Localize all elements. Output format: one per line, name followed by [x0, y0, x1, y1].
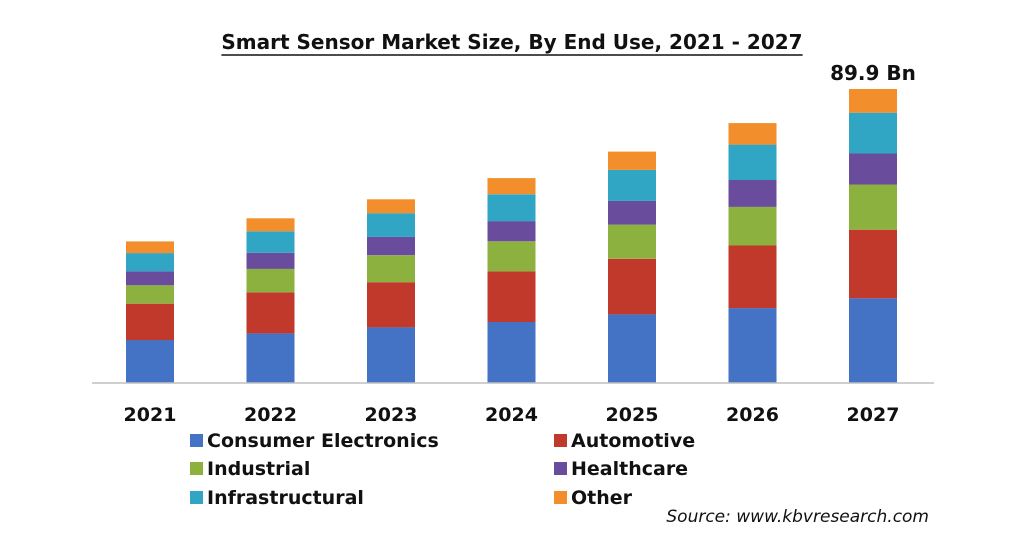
bar-2025-infrastructural [608, 169, 656, 201]
bar-2024-consumer-electronics [487, 322, 536, 383]
legend-label: Automotive [571, 430, 695, 452]
bars-group [126, 89, 897, 383]
bar-2024-healthcare [487, 221, 536, 242]
bar-2027-infrastructural [849, 112, 897, 154]
chart-title: Smart Sensor Market Size, By End Use, 20… [221, 30, 802, 54]
bar-2022-healthcare [246, 252, 295, 269]
legend-label: Infrastructural [207, 487, 364, 509]
bar-2025-consumer-electronics [608, 314, 656, 383]
bar-2023-healthcare [367, 236, 415, 256]
bar-2021-infrastructural [126, 253, 174, 272]
bar-2025-automotive [608, 258, 656, 315]
bar-2022-consumer-electronics [246, 333, 295, 383]
bar-2025-industrial [608, 224, 656, 259]
bar-2021-consumer-electronics [126, 340, 174, 383]
bar-2022-industrial [246, 268, 295, 293]
bar-2027-other [849, 89, 897, 113]
legend-label: Healthcare [571, 458, 688, 480]
bar-2026-other [728, 123, 777, 145]
bar-2023-other [367, 199, 415, 214]
bar-2022-automotive [246, 292, 295, 334]
x-tick-label: 2023 [365, 404, 418, 426]
bar-2025-healthcare [608, 200, 656, 225]
bar-2024-automotive [487, 271, 536, 322]
bar-2021-automotive [126, 303, 174, 341]
x-tick-labels: 2021 2022 2023 2024 2025 2026 2027 [124, 404, 900, 426]
legend-swatch [190, 434, 203, 447]
bar-2027-automotive [849, 229, 897, 299]
bar-2023-industrial [367, 255, 415, 283]
x-tick-label: 2026 [726, 404, 779, 426]
legend-swatch [190, 491, 203, 504]
x-tick-label: 2024 [485, 404, 538, 426]
bar-2023-infrastructural [367, 213, 415, 237]
bar-2022-infrastructural [246, 231, 295, 253]
bar-2026-industrial [728, 206, 777, 246]
data-label-total: 89.9 Bn [830, 61, 916, 85]
bar-2027-healthcare [849, 153, 897, 185]
bar-2026-infrastructural [728, 144, 777, 180]
annotations-group: 89.9 Bn [830, 61, 916, 85]
bar-2023-automotive [367, 282, 415, 328]
bar-2026-consumer-electronics [728, 308, 777, 383]
bar-2025-other [608, 151, 656, 170]
bar-2024-industrial [487, 241, 536, 272]
legend-swatch [190, 462, 203, 475]
legend-label: Industrial [207, 458, 310, 480]
bar-2026-automotive [728, 245, 777, 309]
bar-2021-healthcare [126, 271, 174, 286]
bar-2023-consumer-electronics [367, 327, 415, 383]
bar-2024-infrastructural [487, 194, 536, 222]
bar-2027-consumer-electronics [849, 298, 897, 383]
bar-2024-other [487, 178, 536, 195]
bar-2022-other [246, 218, 295, 232]
legend-label: Other [571, 487, 633, 509]
legend: Consumer Electronics Automotive Industrial… [190, 430, 695, 509]
bar-2027-industrial [849, 184, 897, 230]
bar-2026-healthcare [728, 180, 777, 207]
x-tick-label: 2021 [124, 404, 177, 426]
legend-swatch [554, 434, 567, 447]
bar-2021-other [126, 241, 174, 254]
x-tick-label: 2025 [606, 404, 659, 426]
legend-swatch [554, 462, 567, 475]
x-tick-label: 2022 [244, 404, 297, 426]
legend-label: Consumer Electronics [207, 430, 439, 452]
bar-2021-industrial [126, 285, 174, 304]
x-tick-label: 2027 [847, 404, 900, 426]
legend-swatch [554, 491, 567, 504]
source-text: Source: www.kbvresearch.com [666, 507, 929, 527]
